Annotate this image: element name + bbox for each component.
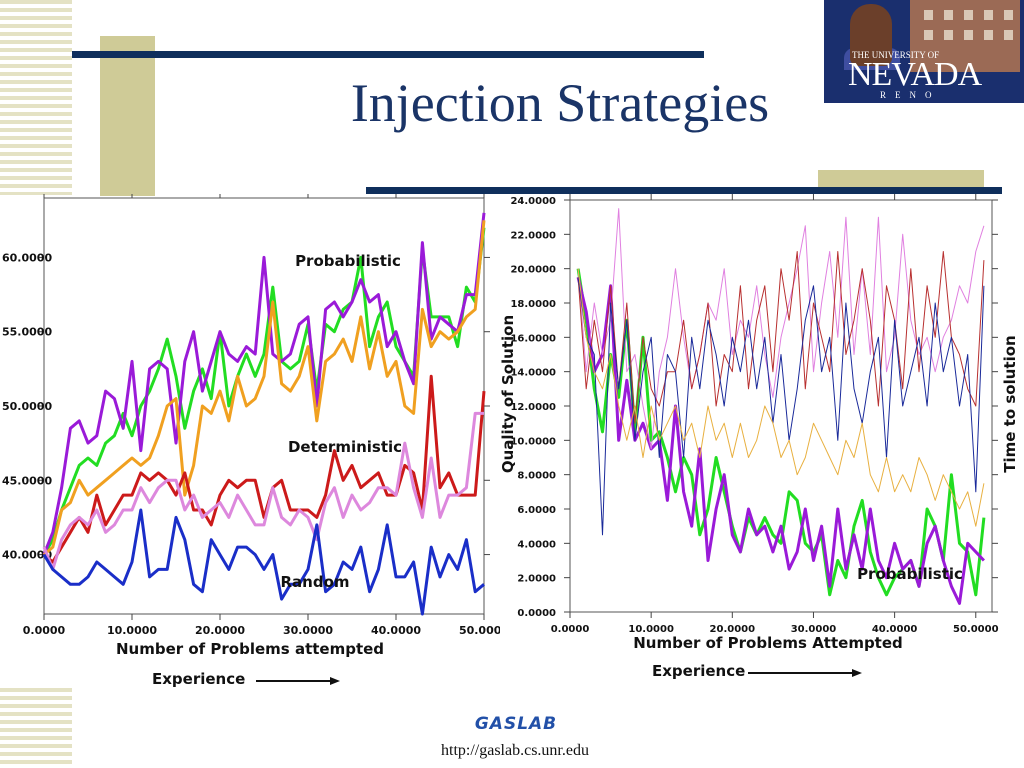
series-line-quality-1: [576, 276, 985, 605]
y-tick-label: 0.0000: [517, 608, 556, 619]
tan-accent-block-left: [100, 36, 155, 196]
y-tick-label: 20.0000: [510, 265, 556, 276]
y-tick-label: 8.0000: [517, 471, 556, 482]
logo-reno: RENO: [880, 90, 941, 100]
series-line-probabilistic-2: [43, 220, 486, 556]
annotation-probabilistic: Probabilistic: [295, 252, 401, 270]
experience-label: Experience: [152, 670, 245, 688]
logo-building: [910, 0, 1020, 72]
logo-university-of: THE UNIVERSITY OF: [852, 50, 940, 60]
x-tick-label: 20.0000: [710, 624, 756, 635]
x-tick-label: 10.0000: [107, 624, 157, 637]
logo-person: [850, 4, 892, 66]
y-tick-label: 2.0000: [517, 574, 556, 585]
y-tick-label: 60.0000: [2, 251, 52, 264]
x-axis-label: Number of Problems Attempted: [633, 634, 903, 652]
y-tick-label: 55.0000: [2, 326, 52, 339]
x-tick-label: 10.0000: [628, 624, 674, 635]
y-axis-label-time: Time to solution: [1001, 335, 1019, 472]
y-tick-label: 12.0000: [510, 402, 556, 413]
x-tick-label: 40.0000: [872, 624, 918, 635]
y-tick-label: 6.0000: [517, 505, 556, 516]
x-tick-label: 0.0000: [23, 624, 66, 637]
logo-nevada: NEVADA: [848, 56, 982, 93]
series-line-random-5: [42, 508, 485, 616]
university-logo: THE UNIVERSITY OF NEVADA RENO: [824, 0, 1024, 103]
top-navy-rule: [72, 51, 704, 58]
y-axis-label-quality: Quality of Solution: [500, 315, 517, 473]
y-tick-label: 40.0000: [2, 549, 52, 562]
y-tick-label: 16.0000: [510, 333, 556, 344]
y-tick-label: 22.0000: [510, 230, 556, 241]
y-tick-label: 4.0000: [517, 539, 556, 550]
y-tick-label: 18.0000: [510, 299, 556, 310]
y-tick-label: 14.0000: [510, 368, 556, 379]
quality-time-chart-panel: 0.0000 2.0000 4.0000 6.0000 8.0000 10.0000 12.…: [500, 194, 1024, 700]
x-tick-label: 50.0000: [459, 624, 500, 637]
x-tick-label: 30.0000: [283, 624, 333, 637]
footer-url-link[interactable]: http://gaslab.cs.unr.edu: [441, 742, 589, 759]
series-line-probabilistic-0: [42, 227, 486, 556]
quality-time-chart: 0.0000 2.0000 4.0000 6.0000 8.0000 10.0000 12.…: [500, 194, 1019, 680]
fitness-chart-panel: 40.0000 45.0000 50.0000 55.0000 60.0000 0.000…: [0, 194, 500, 700]
experience-label: Experience: [652, 662, 745, 680]
x-tick-label: 0.0000: [551, 624, 590, 635]
top-left-stripes: [0, 0, 72, 195]
fitness-chart: 40.0000 45.0000 50.0000 55.0000 60.0000 0.000…: [2, 194, 500, 688]
slide-title: Injection Strategies: [350, 73, 770, 133]
x-axis-label: Number of Problems attempted: [116, 640, 384, 658]
series-line-probabilistic-1: [42, 212, 486, 556]
series-line-deterministic-3: [43, 374, 486, 564]
annotation-deterministic: Deterministic: [288, 438, 402, 456]
x-tick-label: 20.0000: [195, 624, 245, 637]
x-tick-label: 50.0000: [953, 624, 999, 635]
gaslab-logo: GASLAB: [474, 714, 558, 734]
y-tick-label: 45.0000: [2, 474, 52, 487]
experience-arrow-head: [852, 669, 862, 677]
series-line-time-4: [577, 277, 985, 536]
y-tick-label: 24.0000: [510, 196, 556, 207]
x-tick-label: 30.0000: [791, 624, 837, 635]
bottom-left-stripes: [0, 688, 72, 768]
y-tick-label: 50.0000: [2, 400, 52, 413]
series-line-time-3: [577, 251, 985, 424]
series-line-deterministic-4: [42, 411, 484, 571]
y-tick-label: 10.0000: [510, 436, 556, 447]
series-line-time-5: [577, 268, 985, 527]
experience-arrow-head: [330, 677, 340, 685]
annotation-probabilistic: Probabilistic: [857, 565, 963, 583]
x-tick-label: 40.0000: [371, 624, 421, 637]
bottom-navy-rule: [366, 187, 1002, 194]
annotation-random: Random: [280, 573, 349, 591]
